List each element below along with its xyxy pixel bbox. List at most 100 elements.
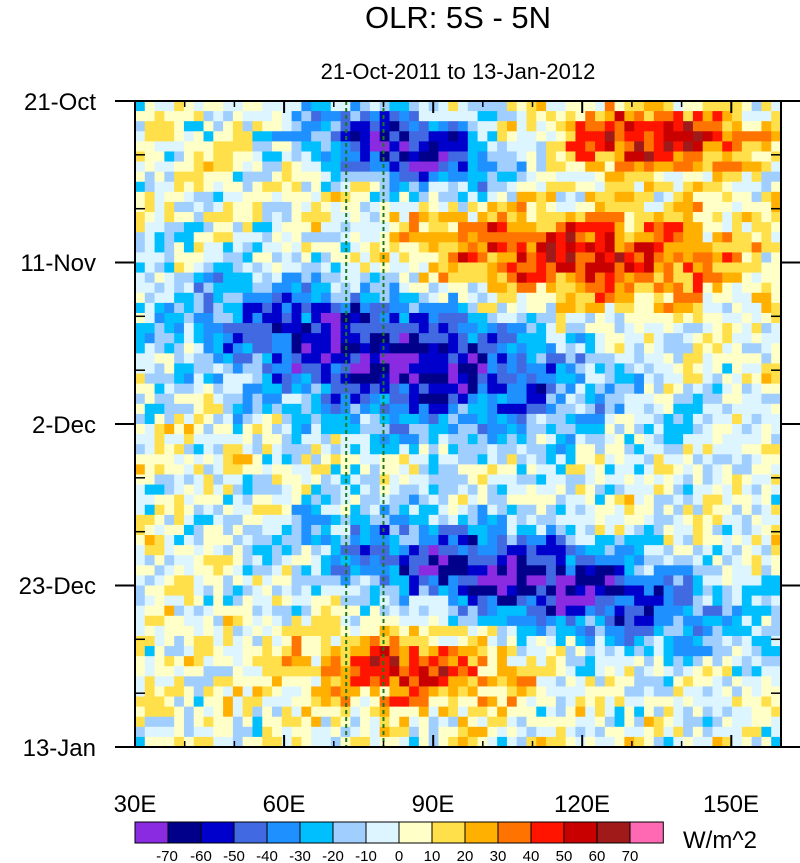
field-cell — [683, 272, 694, 284]
field-cell — [193, 191, 205, 203]
field-cell — [193, 343, 205, 354]
field-cell — [154, 121, 165, 132]
field-cell — [311, 222, 322, 233]
field-cell — [418, 706, 430, 718]
field-cell — [183, 575, 195, 587]
field-cell — [458, 323, 469, 334]
field-cell — [663, 686, 674, 698]
field-cell — [389, 484, 400, 496]
field-cell — [262, 666, 273, 677]
field-cell — [732, 736, 743, 747]
field-cell — [281, 424, 293, 435]
field-cell — [320, 343, 332, 354]
field-cell — [301, 111, 312, 122]
field-cell — [575, 323, 586, 334]
field-cell — [320, 706, 332, 718]
field-cell — [585, 292, 596, 304]
field-cell — [252, 615, 263, 627]
field-cell — [673, 514, 684, 526]
field-cell — [614, 383, 625, 395]
field-cell — [193, 373, 205, 385]
field-cell — [379, 262, 391, 274]
field-cell — [320, 494, 332, 506]
field-cell — [683, 201, 694, 213]
field-cell — [595, 635, 606, 647]
field-cell — [634, 403, 645, 415]
field-cell — [585, 454, 596, 465]
field-cell — [350, 272, 361, 284]
field-cell — [458, 161, 469, 173]
field-cell — [575, 474, 586, 486]
field-cell — [144, 242, 156, 253]
field-cell — [771, 585, 781, 597]
field-cell — [604, 323, 616, 334]
field-cell — [575, 191, 586, 203]
colorbar-swatch — [299, 821, 334, 844]
field-cell — [643, 646, 655, 657]
field-cell — [653, 716, 665, 728]
field-cell — [712, 171, 723, 183]
field-cell — [771, 666, 781, 677]
field-cell — [555, 686, 567, 698]
field-cell — [418, 131, 430, 142]
field-cell — [340, 696, 351, 708]
field-cell — [369, 292, 381, 304]
field-cell — [702, 676, 714, 688]
field-cell — [438, 302, 449, 314]
field-cell — [585, 565, 596, 576]
field-cell — [546, 222, 557, 233]
field-cell — [418, 444, 430, 455]
field-cell — [409, 605, 420, 617]
field-cell — [526, 656, 537, 667]
field-cell — [477, 555, 488, 566]
field-cell — [213, 565, 224, 576]
field-cell — [389, 575, 400, 587]
field-cell — [673, 696, 684, 708]
field-cell — [428, 666, 440, 677]
field-cell — [164, 353, 175, 365]
field-cell — [183, 111, 195, 122]
field-cell — [467, 504, 479, 516]
field-cell — [428, 131, 440, 142]
y-tick-label: 13-Jan — [23, 735, 96, 762]
field-cell — [418, 454, 430, 465]
field-cell — [174, 242, 185, 253]
field-cell — [291, 282, 302, 294]
field-cell — [203, 424, 214, 435]
field-cell — [311, 535, 322, 546]
field-cell — [477, 302, 488, 314]
field-cell — [712, 686, 723, 698]
field-cell — [536, 605, 547, 617]
field-cell — [506, 585, 518, 597]
field-cell — [360, 545, 371, 556]
field-cell — [203, 393, 214, 405]
field-cell — [350, 383, 361, 395]
field-cell — [418, 373, 430, 385]
field-cell — [604, 413, 616, 425]
field-cell — [634, 272, 645, 284]
field-cell — [526, 535, 537, 546]
field-cell — [595, 444, 606, 455]
field-cell — [722, 363, 733, 375]
field-cell — [565, 575, 577, 587]
field-cell — [624, 232, 635, 243]
field-cell — [595, 222, 606, 233]
field-cell — [360, 252, 371, 264]
field-cell — [575, 686, 586, 698]
field-cell — [702, 292, 714, 304]
field-cell — [193, 625, 205, 637]
field-cell — [409, 555, 420, 566]
field-cell — [555, 161, 567, 173]
field-cell — [223, 262, 234, 274]
field-cell — [702, 151, 714, 163]
field-cell — [330, 696, 342, 708]
field-cell — [692, 161, 704, 173]
field-cell — [360, 383, 371, 395]
field-cell — [213, 161, 224, 173]
field-cell — [634, 474, 645, 486]
field-cell — [291, 615, 302, 627]
field-cell — [301, 141, 312, 153]
field-cell — [291, 494, 302, 506]
field-cell — [379, 565, 391, 576]
field-cell — [438, 373, 449, 385]
